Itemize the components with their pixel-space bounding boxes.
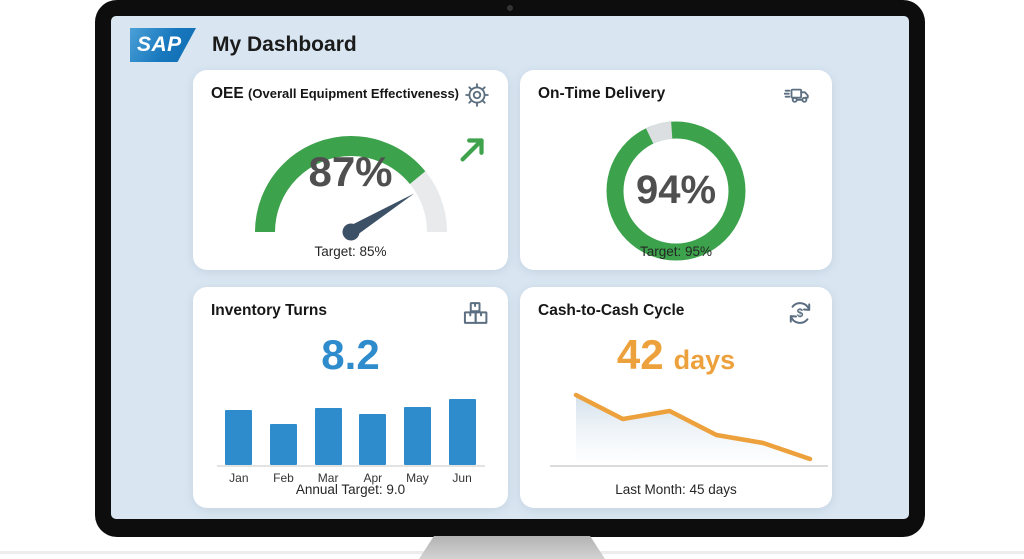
gear-icon[interactable] (464, 82, 490, 108)
truck-icon (784, 82, 814, 108)
cash-unit: days (673, 345, 736, 375)
oee-card[interactable]: OEE (Overall Equipment Effectiveness) (193, 70, 508, 270)
delivery-value: 94% (635, 168, 717, 212)
bar-jun (448, 399, 476, 465)
cash-trend-line (573, 392, 813, 462)
gauge-needle-hub (342, 223, 359, 241)
cash-area-fill (576, 395, 810, 461)
trend-up-arrow-icon (456, 132, 490, 171)
bar-month-label: Feb (273, 471, 294, 485)
cash-to-cash-card[interactable]: Cash-to-Cash Cycle $ 42 days (520, 287, 832, 508)
cash-card-header: Cash-to-Cash Cycle $ (538, 301, 814, 327)
oee-gauge: 87% (241, 112, 461, 246)
monitor-stand (419, 536, 605, 559)
bar-feb (269, 424, 297, 465)
bar-month-label: Mar (317, 471, 339, 485)
monitor-frame: SAP My Dashboard OEE (Overall Equipment … (95, 0, 925, 537)
bar-month-label: May (406, 471, 429, 485)
cash-area-chart (550, 392, 828, 467)
delivery-donut: 94% (601, 116, 751, 266)
on-time-delivery-card[interactable]: On-Time Delivery (520, 70, 832, 270)
inventory-turns-card[interactable]: Inventory Turns 8.2 Jan Feb Mar Apr May Jun A… (193, 287, 508, 508)
gauge-needle (347, 193, 414, 238)
delivery-target-label: Target: 95% (639, 244, 713, 259)
inventory-target-label: Annual Target: 9.0 (295, 482, 406, 497)
bar-apr (359, 414, 387, 465)
header: SAP My Dashboard (130, 28, 357, 62)
oee-target-label: Target: 85% (314, 244, 387, 259)
bar-may (403, 407, 431, 465)
oee-card-header: OEE (Overall Equipment Effectiveness) (211, 82, 490, 108)
dashboard-screen: SAP My Dashboard OEE (Overall Equipment … (111, 16, 909, 519)
page-title: My Dashboard (212, 33, 357, 56)
bar-jan (225, 410, 253, 465)
cash-value-row: 42 days (538, 331, 814, 379)
boxes-icon (462, 299, 490, 327)
oee-value: 87% (308, 148, 393, 195)
oee-title-main: OEE (211, 85, 244, 102)
cash-target-label: Last Month: 45 days (615, 482, 737, 497)
bar-chart (216, 395, 485, 467)
bar-month-label: Jan (229, 471, 249, 485)
webcam-dot (507, 5, 513, 11)
dollar-cycle-icon: $ (786, 299, 814, 327)
bar-labels: Jan Feb Mar Apr May Jun (217, 471, 485, 485)
inventory-card-title: Inventory Turns (211, 302, 327, 319)
oee-title-sub: (Overall Equipment Effectiveness) (248, 86, 459, 101)
sap-logo: SAP (130, 28, 196, 62)
cash-card-title: Cash-to-Cash Cycle (538, 302, 685, 319)
delivery-card-header: On-Time Delivery (538, 84, 814, 108)
cash-value: 42 (616, 331, 664, 378)
inventory-card-header: Inventory Turns (211, 301, 490, 327)
sap-logo-text: SAP (137, 33, 182, 56)
bar-month-label: Apr (363, 471, 383, 485)
gauge-arc-value (254, 136, 447, 233)
svg-text:$: $ (797, 307, 804, 320)
bar-mar (314, 408, 342, 465)
oee-card-title: OEE (Overall Equipment Effectiveness) (211, 84, 459, 103)
inventory-value: 8.2 (321, 331, 380, 378)
bar-month-label: Jun (452, 471, 472, 485)
gauge-needle-group (342, 193, 414, 241)
delivery-card-title: On-Time Delivery (538, 85, 666, 102)
